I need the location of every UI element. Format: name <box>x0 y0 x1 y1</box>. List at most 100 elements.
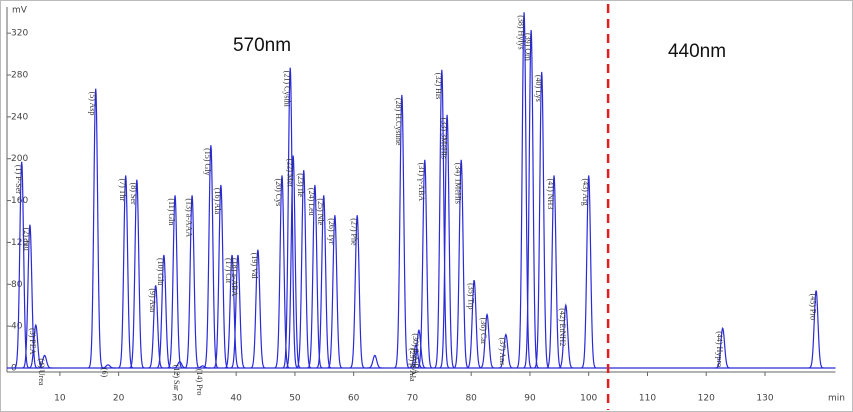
peak-label: (2) Tau <box>22 228 31 251</box>
peak <box>349 215 365 369</box>
peak-label: (13) a-AAA <box>184 198 193 237</box>
peak-label: (23) Ile <box>296 173 305 197</box>
x-tick-label: 50 <box>289 394 301 404</box>
peak <box>274 175 290 369</box>
annotation: 440nm <box>668 41 726 62</box>
peak <box>546 175 562 369</box>
peak-label: (7) Thr <box>118 178 127 201</box>
x-tick-label: 20 <box>113 394 125 404</box>
peak <box>808 290 824 369</box>
peak-label: (42) EtNH2 <box>558 308 567 346</box>
peak <box>14 161 30 369</box>
peak <box>224 254 240 369</box>
y-tick-label: 320 <box>11 29 28 39</box>
y-tick-label: 40 <box>11 322 23 332</box>
peak <box>434 69 450 369</box>
peak <box>88 88 104 369</box>
peak-label: (32) His <box>434 73 443 99</box>
peak-label: (11) Gln <box>167 198 176 225</box>
peak-label: (24) Leu <box>307 188 316 216</box>
annotation: 570nm <box>233 35 291 56</box>
peak <box>285 155 301 369</box>
peak <box>100 364 116 369</box>
peak <box>533 71 550 369</box>
peak <box>523 29 539 369</box>
peak-label: (34) 1MeHis <box>453 163 462 204</box>
y-tick-label: 280 <box>11 71 28 81</box>
peak-label: (15) Gly <box>203 148 212 175</box>
peak-label: (29) β-Ala <box>408 348 417 382</box>
x-tick-label: 120 <box>698 394 715 404</box>
peak <box>307 184 323 369</box>
x-tick-label: 80 <box>465 394 477 404</box>
peak <box>516 12 532 369</box>
peak <box>250 249 266 369</box>
peak <box>479 312 495 369</box>
peak <box>184 195 200 369</box>
peak <box>148 285 164 369</box>
peak-label: (18) a-ABA <box>230 258 239 297</box>
peak-label: (5) Asp <box>88 92 97 116</box>
x-tick-label: 40 <box>230 394 242 404</box>
x-tick-label: 30 <box>172 394 184 404</box>
y-tick-label: 240 <box>11 112 28 122</box>
peak-label: (21) Cysthi <box>282 71 291 108</box>
peak <box>118 175 134 369</box>
peak <box>129 179 145 369</box>
peak-label: (43) Arg <box>581 178 590 205</box>
peak-label: (16) Ala <box>213 188 222 215</box>
peak-label: (8) Ser <box>129 183 138 205</box>
peak-label: (41) NH3 <box>546 178 555 209</box>
peak <box>316 195 332 369</box>
peak <box>453 159 469 369</box>
x-tick-label: 10 <box>54 394 66 404</box>
peak <box>394 94 410 369</box>
peak-label: (20) Cys <box>274 178 283 206</box>
peak-label: (30) β-AiBA <box>411 333 420 374</box>
peak-label: (44) Hypro <box>715 331 724 367</box>
peak-label: (6) <box>100 368 109 378</box>
peak-label: (39) Orn <box>523 33 532 61</box>
peak <box>37 354 53 369</box>
peak-label: (37) Ans <box>498 338 507 366</box>
peak <box>417 159 433 369</box>
peak <box>367 354 383 369</box>
peak <box>498 333 514 369</box>
x-tick-label: 90 <box>524 394 536 404</box>
peak-label: (10) Glu <box>156 258 165 285</box>
y-axis-unit: mV <box>12 6 28 16</box>
peak-label: (40) Lys <box>534 75 543 102</box>
peak-label: (4) Urea <box>37 358 46 385</box>
peak-label: (27) Phe <box>349 218 358 246</box>
peak-label: (17) Cit <box>224 258 233 284</box>
peak <box>466 279 482 369</box>
peak <box>195 365 211 369</box>
peak <box>581 175 597 369</box>
peak-label: (19) Val <box>250 253 259 280</box>
peak-label: (9) Asn <box>148 288 157 312</box>
peak-label: (38) Hylys <box>516 15 525 49</box>
peak <box>327 215 343 369</box>
peak <box>558 303 574 369</box>
x-tick-label: 100 <box>580 394 597 404</box>
peak-label: (31) γ-ABA <box>417 163 426 202</box>
peak-label: (35) Trp <box>466 283 475 309</box>
y-tick-label: 160 <box>11 196 28 206</box>
peak <box>411 329 427 369</box>
peak <box>296 170 312 369</box>
peak <box>715 326 731 369</box>
x-tick-label: 130 <box>756 394 773 404</box>
peak-label: (3) PEA <box>28 328 37 355</box>
y-tick-label: 200 <box>11 154 28 164</box>
peak-label: (22) Met <box>285 159 294 188</box>
x-tick-label: 60 <box>348 394 360 404</box>
peak-label: (25) Nle <box>316 198 325 225</box>
peak-label: (1) P-Ser <box>14 165 23 194</box>
peak <box>439 114 455 369</box>
peak <box>230 254 246 369</box>
peak <box>282 67 298 369</box>
peak-label: (36) Car <box>479 318 488 345</box>
peak-label: (12) Sar <box>172 365 181 391</box>
peak-label: (45) Pro <box>808 294 817 320</box>
